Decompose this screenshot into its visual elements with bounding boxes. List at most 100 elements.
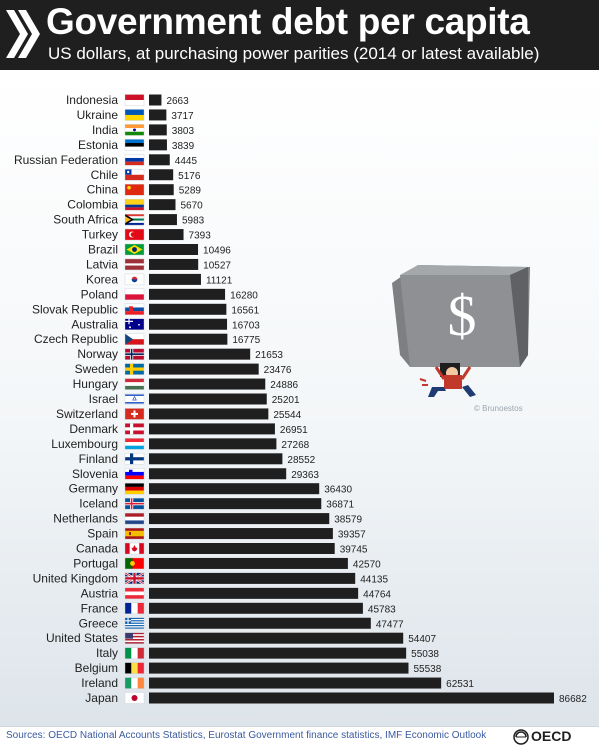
sweden-flag-icon: [124, 363, 145, 375]
bar-row: Latvia 10527: [86, 257, 231, 271]
iceland-flag-icon: [124, 497, 145, 510]
bar-row: Israel 25201: [89, 392, 300, 406]
bar: [149, 244, 199, 255]
bar: [149, 483, 320, 495]
value-label: 3717: [171, 111, 194, 122]
bar-row: Switzerland 25544: [56, 407, 302, 421]
bar: [149, 498, 322, 510]
value-label: 29363: [291, 470, 319, 481]
category-label: Spain: [87, 527, 118, 541]
oecd-logo-icon: [513, 729, 529, 745]
bar: [149, 333, 228, 345]
bar-row: Belgium 55538: [75, 661, 442, 675]
bar-row: Colombia 5670: [67, 198, 203, 212]
category-label: Korea: [86, 272, 118, 286]
bar-row: Slovak Republic 16561: [32, 302, 260, 316]
category-label: Czech Republic: [34, 332, 118, 346]
indonesia-flag-icon: [124, 94, 145, 106]
category-label: Ireland: [81, 676, 118, 690]
value-label: 42570: [353, 559, 381, 570]
australia-flag-icon: [124, 318, 145, 330]
bar-row: Ukraine 3717: [77, 108, 194, 122]
bar: [149, 572, 356, 584]
value-label: 55538: [413, 664, 441, 675]
bar: [149, 528, 333, 540]
value-label: 16561: [231, 305, 259, 316]
value-label: 47477: [376, 619, 404, 630]
value-label: 16280: [230, 290, 258, 301]
bar: [149, 423, 275, 435]
bar: [149, 303, 227, 315]
japan-flag-icon: [124, 692, 145, 704]
bar: [149, 94, 162, 106]
netherlands-flag-icon: [124, 512, 145, 525]
category-label: Austria: [81, 586, 119, 600]
value-label: 3803: [172, 126, 195, 137]
category-label: France: [81, 601, 119, 615]
oecd-logo-text[interactable]: OECD: [531, 728, 572, 744]
category-label: Canada: [76, 542, 118, 556]
category-label: United Kingdom: [33, 571, 118, 585]
category-label: Denmark: [69, 422, 119, 436]
bar-row: United States 54407: [46, 631, 436, 645]
bar: [149, 632, 404, 644]
category-label: Belgium: [75, 661, 118, 675]
norway-flag-icon: [124, 348, 145, 360]
value-label: 39745: [340, 545, 368, 556]
bar-row: Austria 44764: [81, 586, 392, 600]
portugal-flag-icon: [124, 557, 145, 570]
bar-row: Netherlands 38579: [53, 512, 362, 526]
bar: [149, 692, 554, 704]
value-label: 26951: [280, 425, 308, 436]
dollar-weight-carrier-icon: $: [392, 265, 530, 397]
germany-flag-icon: [124, 483, 145, 495]
bar-row: Slovenia 29363: [72, 467, 319, 481]
value-label: 5176: [178, 171, 201, 182]
value-label: 5289: [179, 186, 202, 197]
slovakia-flag-icon: [124, 303, 145, 316]
bar-row: Portugal 42570: [73, 556, 381, 570]
value-label: 36871: [326, 500, 354, 511]
value-label: 16775: [232, 335, 260, 346]
category-label: Brazil: [88, 243, 118, 257]
value-label: 23476: [264, 365, 292, 376]
value-label: 44135: [360, 574, 388, 585]
bar-row: Ireland 62531: [81, 676, 474, 690]
russia-flag-icon: [124, 154, 145, 166]
hungary-flag-icon: [124, 378, 145, 390]
category-label: Hungary: [73, 377, 118, 391]
bar: [149, 677, 442, 689]
bar-row: India 3803: [92, 123, 194, 137]
category-label: Iceland: [79, 497, 118, 511]
bar-row: South Africa 5983: [53, 213, 204, 227]
category-label: Colombia: [67, 198, 118, 212]
bar: [149, 139, 167, 151]
bar: [149, 184, 174, 196]
korea-flag-icon: [124, 273, 145, 286]
bar-row: France 45783: [81, 601, 397, 615]
value-label: 38579: [334, 515, 362, 526]
bar-row: Estonia 3839: [78, 138, 195, 152]
chile-flag-icon: [124, 169, 145, 181]
value-label: 36430: [324, 485, 352, 496]
bar: [149, 513, 330, 525]
chart-title: Government debt per capita: [46, 1, 530, 42]
category-label: Luxembourg: [51, 437, 118, 451]
bar: [149, 288, 226, 300]
bar-row: Luxembourg 27268: [51, 437, 309, 451]
bar-row: Sweden 23476: [75, 362, 292, 376]
source-note: Sources: OECD National Accounts Statisti…: [6, 730, 487, 741]
colombia-flag-icon: [124, 198, 145, 211]
category-label: South Africa: [53, 213, 118, 227]
bar: [149, 124, 167, 136]
bar: [149, 318, 228, 330]
finland-flag-icon: [124, 453, 145, 465]
value-label: 25544: [273, 410, 301, 421]
bar: [149, 587, 359, 599]
bar-row: Chile 5176: [91, 168, 201, 182]
category-label: Portugal: [73, 556, 118, 570]
value-label: 4445: [175, 156, 198, 167]
usa-flag-icon: [124, 632, 145, 644]
category-label: Slovak Republic: [32, 302, 118, 316]
luxembourg-flag-icon: [124, 438, 145, 450]
